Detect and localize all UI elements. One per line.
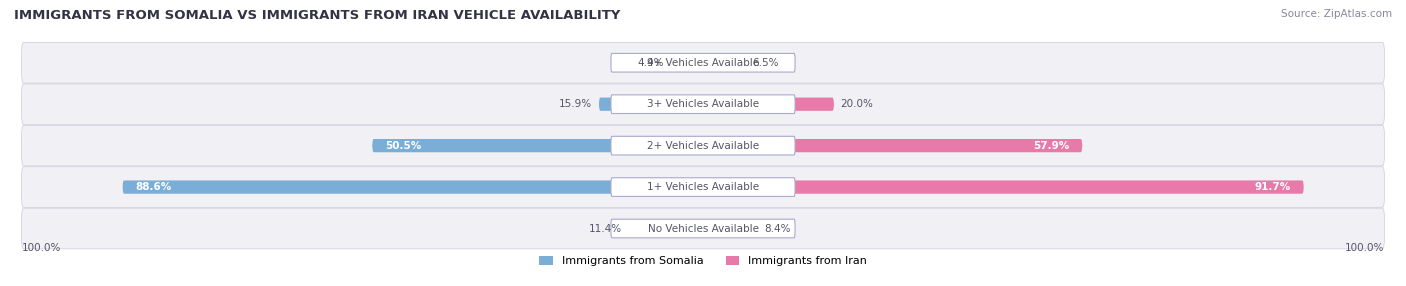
FancyBboxPatch shape (703, 222, 758, 235)
FancyBboxPatch shape (21, 208, 1385, 249)
Text: 100.0%: 100.0% (21, 243, 60, 253)
FancyBboxPatch shape (703, 56, 745, 69)
FancyBboxPatch shape (612, 178, 794, 196)
Text: 11.4%: 11.4% (589, 224, 621, 233)
FancyBboxPatch shape (703, 180, 1303, 194)
Text: 15.9%: 15.9% (560, 99, 592, 109)
Text: 88.6%: 88.6% (135, 182, 172, 192)
FancyBboxPatch shape (703, 98, 834, 111)
Text: 20.0%: 20.0% (841, 99, 873, 109)
FancyBboxPatch shape (21, 84, 1385, 124)
FancyBboxPatch shape (612, 219, 794, 238)
Text: 4+ Vehicles Available: 4+ Vehicles Available (647, 58, 759, 68)
FancyBboxPatch shape (671, 56, 703, 69)
FancyBboxPatch shape (21, 125, 1385, 166)
FancyBboxPatch shape (628, 222, 703, 235)
FancyBboxPatch shape (599, 98, 703, 111)
Text: 1+ Vehicles Available: 1+ Vehicles Available (647, 182, 759, 192)
Legend: Immigrants from Somalia, Immigrants from Iran: Immigrants from Somalia, Immigrants from… (534, 252, 872, 271)
Text: Source: ZipAtlas.com: Source: ZipAtlas.com (1281, 9, 1392, 19)
Text: No Vehicles Available: No Vehicles Available (648, 224, 758, 233)
FancyBboxPatch shape (612, 136, 794, 155)
FancyBboxPatch shape (21, 42, 1385, 83)
Text: 57.9%: 57.9% (1033, 141, 1070, 151)
Text: 6.5%: 6.5% (752, 58, 779, 68)
Text: 8.4%: 8.4% (765, 224, 792, 233)
Text: 4.9%: 4.9% (638, 58, 665, 68)
Text: 91.7%: 91.7% (1254, 182, 1291, 192)
FancyBboxPatch shape (122, 180, 703, 194)
Text: 50.5%: 50.5% (385, 141, 422, 151)
Text: IMMIGRANTS FROM SOMALIA VS IMMIGRANTS FROM IRAN VEHICLE AVAILABILITY: IMMIGRANTS FROM SOMALIA VS IMMIGRANTS FR… (14, 9, 620, 21)
FancyBboxPatch shape (373, 139, 703, 152)
FancyBboxPatch shape (612, 53, 794, 72)
FancyBboxPatch shape (703, 139, 1083, 152)
FancyBboxPatch shape (612, 95, 794, 114)
Text: 3+ Vehicles Available: 3+ Vehicles Available (647, 99, 759, 109)
FancyBboxPatch shape (21, 167, 1385, 207)
Text: 2+ Vehicles Available: 2+ Vehicles Available (647, 141, 759, 151)
Text: 100.0%: 100.0% (1346, 243, 1385, 253)
